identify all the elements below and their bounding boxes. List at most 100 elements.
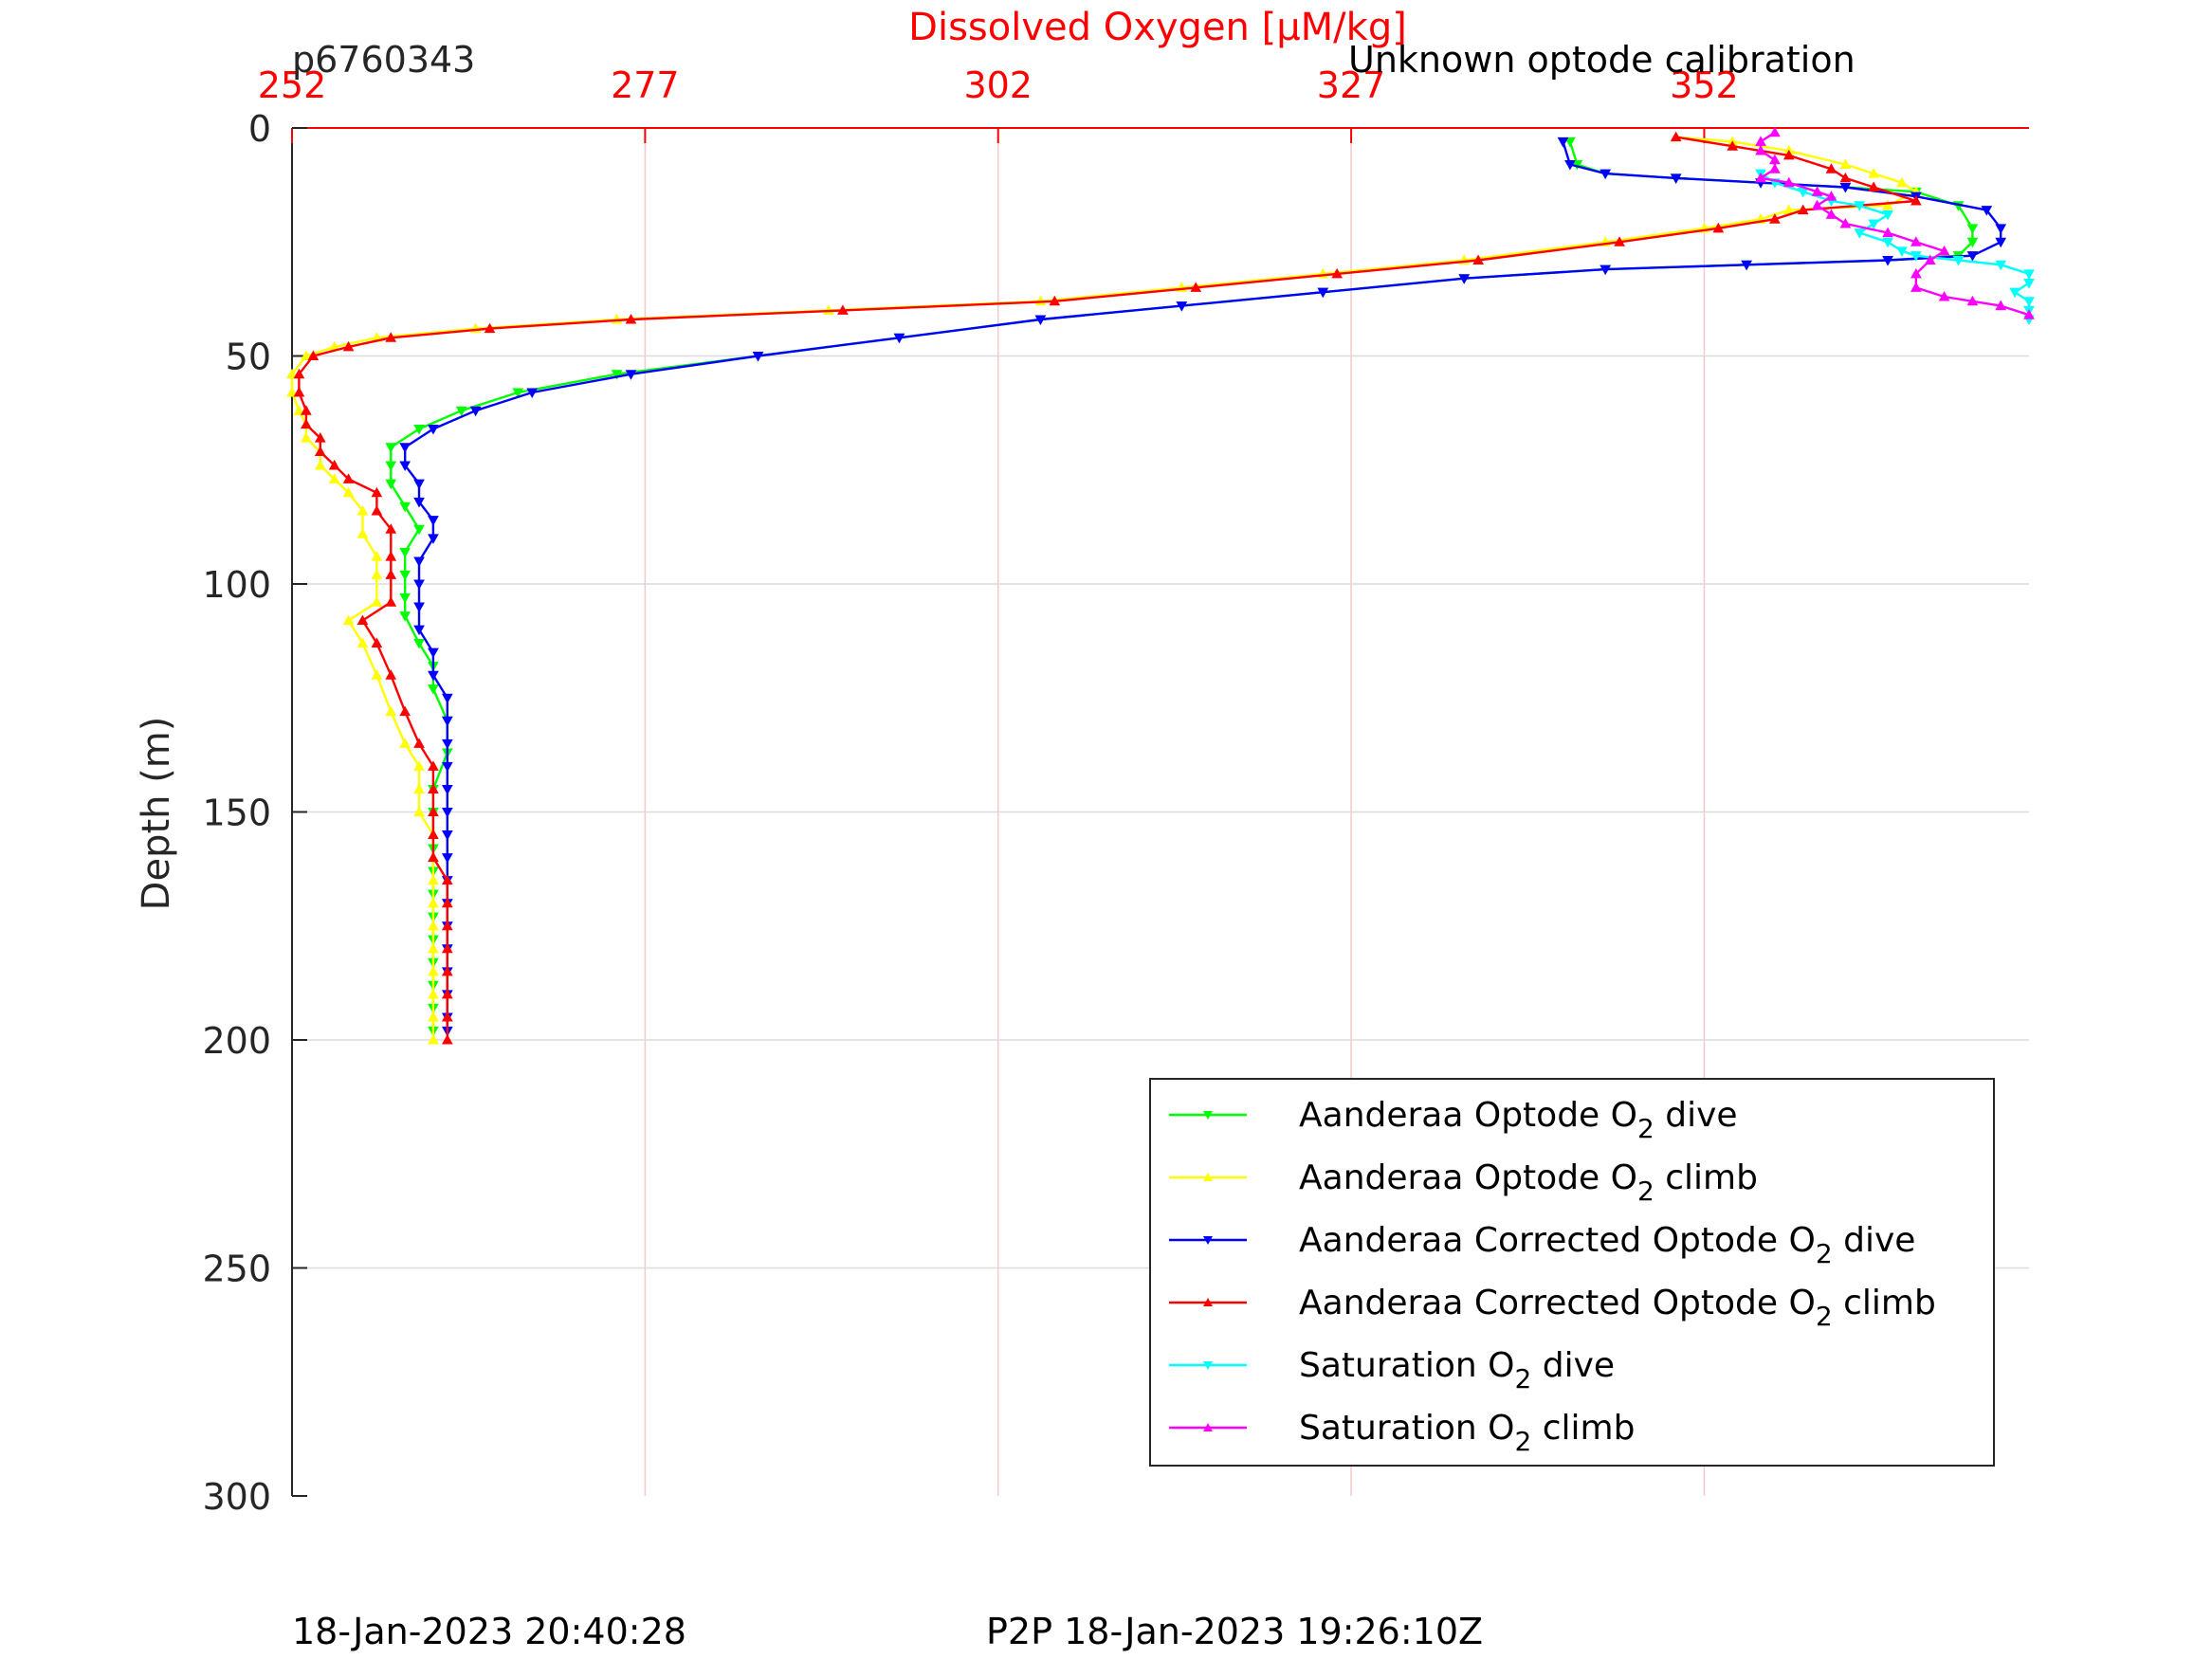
x-tick-label: 302 [963,64,1033,106]
data-point [314,432,326,443]
data-point [1938,290,1950,301]
data-point [428,424,439,435]
data-point [413,479,425,490]
data-point [893,333,905,344]
data-point [428,783,439,793]
data-point [428,920,439,931]
axes: 252 277 302 327 352 0 50 100 150 200 250 300 [202,64,2029,1518]
data-point [441,874,453,885]
data-point [1614,236,1625,246]
data-point [385,479,397,490]
data-point [428,760,439,771]
data-point [385,443,397,453]
data-point [413,497,425,508]
data-point [428,829,439,840]
data-point [413,783,425,793]
x-tick-label: 352 [1670,64,1739,106]
data-point [1910,236,1922,246]
legend-marker [1203,1298,1213,1306]
legend-marker [1203,1173,1213,1181]
data-point [413,424,425,435]
data-point [1825,191,1837,201]
legend: Aanderaa Optode O2 dive Aanderaa Optode O… [1149,1078,1995,1467]
data-point [526,388,539,399]
series-5 [1755,126,2035,319]
data-point [428,851,439,863]
data-point [1190,282,1202,292]
data-point [1995,260,2007,271]
data-point [1727,140,1739,151]
data-point [428,684,439,695]
data-point [1910,282,1922,292]
data-point [371,551,383,561]
y-tick-label: 150 [202,793,271,834]
data-point [1034,315,1047,326]
data-point [399,501,411,513]
data-point [1839,172,1852,183]
data-point [1049,295,1061,306]
series-3 [293,131,1922,1045]
data-point [286,368,298,379]
legend-label: Aanderaa Corrected Optode O2 climb [1299,1284,1936,1332]
y-tick-label: 100 [202,564,271,606]
data-point [1868,181,1880,192]
data-point [356,528,369,538]
data-point [1458,274,1471,284]
data-point [413,524,425,536]
data-point [1472,254,1484,264]
data-point [356,614,369,625]
data-point [399,592,411,604]
data-point [328,473,340,483]
data-point [399,738,411,748]
data-point [1868,219,1880,230]
data-point [1995,300,2007,311]
data-point [1782,176,1795,188]
data-point [1176,301,1188,312]
data-point [837,304,849,315]
data-point [342,340,355,352]
data-point [441,784,453,795]
data-point [356,505,369,516]
data-point [1882,237,1893,248]
data-point [1910,267,1922,279]
data-point [1755,172,1766,183]
data-point [1910,194,1922,206]
legend-entry: Saturation O2 dive [1169,1346,1615,1395]
legend-entry: Aanderaa Corrected Optode O2 climb [1169,1284,1936,1332]
chart-title: Dissolved Oxygen [μM/kg] [908,6,1407,49]
data-point [413,806,425,816]
data-point [371,596,383,607]
data-point [413,602,425,613]
data-point [1995,237,2007,248]
data-point [399,461,411,471]
data-point [441,920,453,931]
data-point [1797,204,1809,215]
x-tick-label: 277 [611,64,680,106]
data-point [441,988,453,999]
legend-label: Aanderaa Corrected Optode O2 dive [1299,1221,1915,1269]
data-point [1755,136,1766,146]
data-point [1564,137,1576,148]
data-point [1896,176,1908,188]
data-point [611,370,623,380]
data-point [2009,287,2020,299]
data-point [385,569,397,579]
legend-label: Aanderaa Optode O2 climb [1299,1158,1758,1207]
data-point [1782,149,1795,160]
data-point [307,350,320,360]
data-point [301,405,312,415]
data-point [1839,183,1852,193]
data-point [1966,224,1979,234]
data-point [1966,237,1979,248]
data-point [441,830,453,841]
data-point [1882,210,1893,221]
data-point [328,459,340,470]
data-point [1811,186,1823,196]
data-point [1839,217,1852,228]
data-point [314,459,326,470]
data-point [1670,173,1682,184]
data-point [2023,279,2035,289]
data-point [1811,199,1823,210]
data-point [286,386,298,397]
